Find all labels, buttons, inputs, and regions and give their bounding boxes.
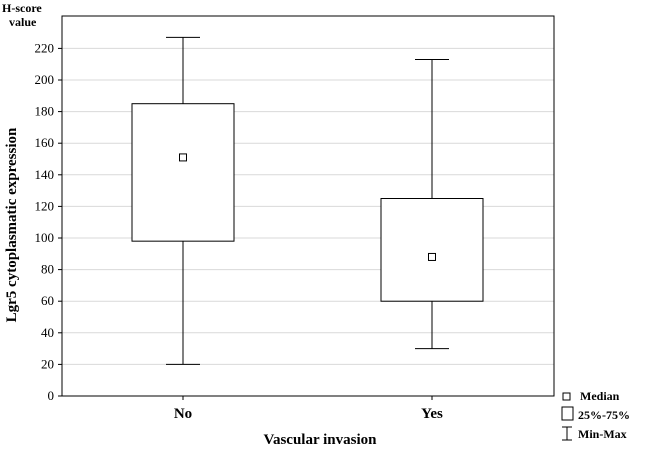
plot-frame xyxy=(61,15,555,397)
y-axis-ticks: 0 20 40 60 80 100 120 140 160 180 200 220 xyxy=(35,40,62,403)
legend-median-label: Median xyxy=(580,389,620,403)
y-tick-label: 60 xyxy=(41,293,54,308)
legend-iqr-label: 25%-75% xyxy=(578,408,630,422)
x-tick-label: No xyxy=(174,406,192,422)
y-tick-label: 40 xyxy=(41,325,54,340)
y-tick-label: 80 xyxy=(41,262,54,277)
y-tick-label: 140 xyxy=(35,167,55,182)
y-axis-title: Lgr5 cytoplasmatic expression xyxy=(4,127,20,322)
y-tick-label: 200 xyxy=(35,72,55,87)
unit-label-line2: value xyxy=(9,15,37,29)
iqr-box xyxy=(380,198,484,302)
legend-iqr-marker xyxy=(561,406,574,421)
median-marker xyxy=(179,153,187,162)
legend-range-label: Min-Max xyxy=(578,427,627,441)
y-tick-label: 160 xyxy=(35,135,55,150)
box-no xyxy=(131,36,235,365)
x-tick-label: Yes xyxy=(421,406,443,422)
y-tick-label: 0 xyxy=(48,388,55,403)
median-marker xyxy=(428,252,436,261)
y-tick-label: 220 xyxy=(35,40,55,55)
x-axis-ticks: No Yes xyxy=(174,396,443,422)
legend: Median 25%-75% Min-Max xyxy=(561,389,630,441)
y-tick-label: 180 xyxy=(35,104,55,119)
boxes xyxy=(131,36,484,365)
y-tick-label: 20 xyxy=(41,356,54,371)
legend-median-marker xyxy=(562,392,571,401)
iqr-box xyxy=(131,103,235,242)
y-tick-label: 100 xyxy=(35,230,55,245)
box-yes xyxy=(380,58,484,350)
x-axis-title: Vascular invasion xyxy=(264,432,378,448)
unit-label-line1: H-score xyxy=(2,1,42,15)
y-tick-label: 120 xyxy=(35,198,55,213)
